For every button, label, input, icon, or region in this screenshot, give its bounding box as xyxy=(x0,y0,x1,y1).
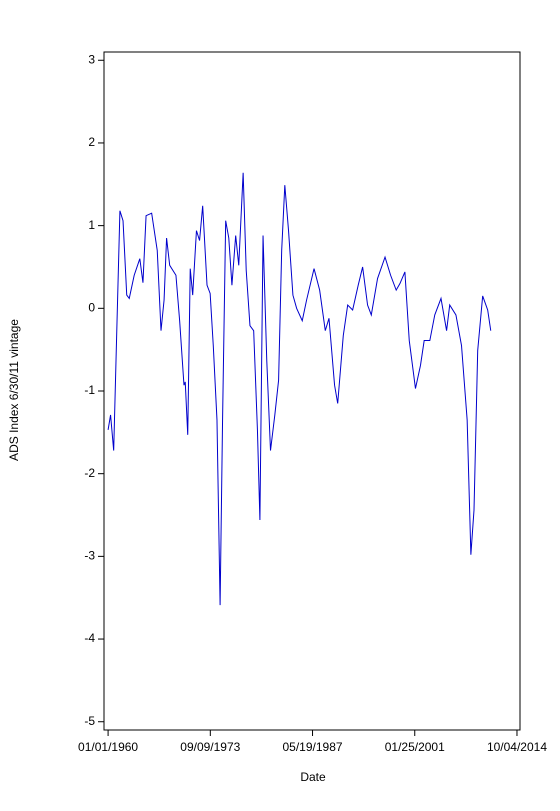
x-tick-label: 09/09/1973 xyxy=(180,740,240,754)
y-tick-label: 2 xyxy=(88,135,95,149)
x-tick-label: 10/04/2014 xyxy=(487,740,547,754)
y-tick-label: 0 xyxy=(88,300,95,314)
plot-frame xyxy=(103,51,521,731)
x-tick-label: 01/01/1960 xyxy=(78,740,138,754)
x-axis-label: Date xyxy=(300,770,326,784)
y-tick-label: -4 xyxy=(84,631,95,645)
x-tick-label: 05/19/1987 xyxy=(283,740,343,754)
y-tick-label: 1 xyxy=(88,218,95,232)
y-tick-label: -2 xyxy=(84,466,95,480)
y-axis-label: ADS Index 6/30/11 vintage xyxy=(7,319,21,461)
y-tick-label: -3 xyxy=(84,549,95,563)
y-tick-label: 3 xyxy=(88,52,95,66)
y-tick-label: -5 xyxy=(84,714,95,728)
y-tick-label: -1 xyxy=(84,383,95,397)
data-line xyxy=(107,172,492,606)
x-tick-label: 01/25/2001 xyxy=(385,740,445,754)
